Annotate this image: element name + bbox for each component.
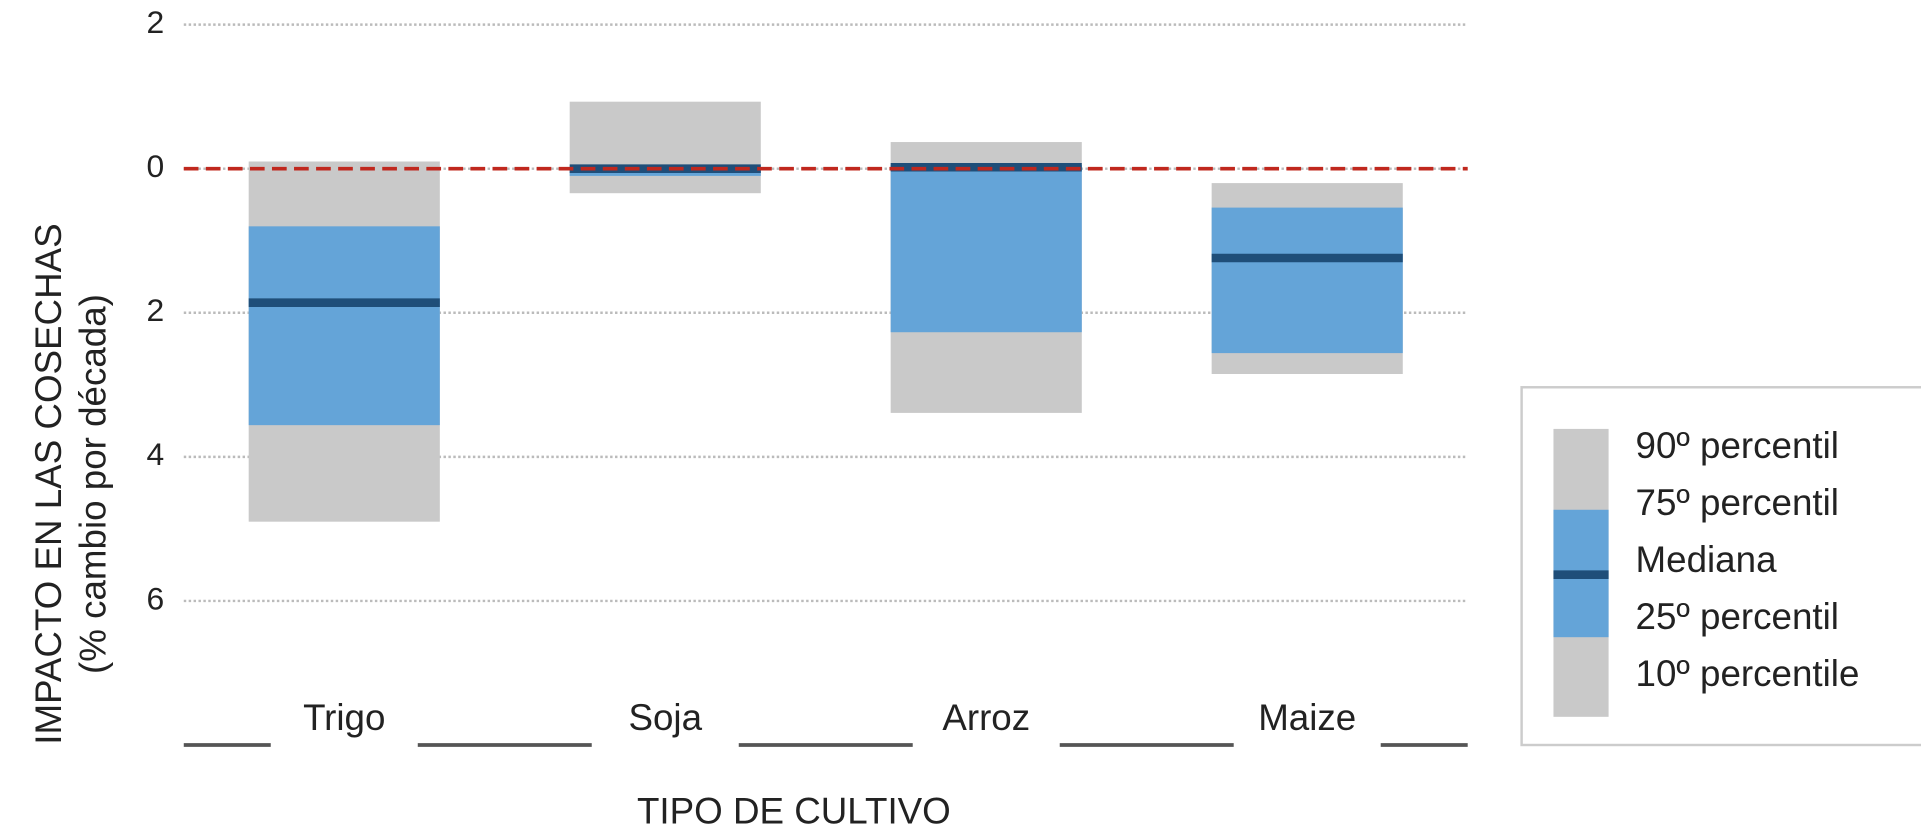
y-tick-label: 2 [146,292,164,328]
box-outer [569,101,761,194]
box-inner [248,226,440,426]
box-inner [890,165,1082,333]
legend-label: 25º percentil [1636,596,1839,637]
y-tick-label: 6 [146,580,164,616]
legend-label: Mediana [1636,539,1778,580]
label-gap [591,740,739,750]
legend-label: 90º percentil [1636,425,1839,466]
label-gap [270,740,418,750]
y-axis-title: IMPACTO EN LAS COSECHAS (% cambio por dé… [28,223,113,744]
y-axis-title-line: IMPACTO EN LAS COSECHAS [28,223,69,744]
x-tick-label: Trigo [303,697,385,738]
legend-label: 75º percentil [1636,482,1839,523]
label-gap [912,740,1060,750]
x-tick-label: Soja [628,697,702,738]
legend-label: 10º percentile [1636,653,1860,694]
x-tick-label: Maize [1258,697,1356,738]
y-axis-title-line: (% cambio por década) [72,294,113,674]
label-gap [1233,740,1381,750]
x-tick-label: Arroz [942,697,1030,738]
x-axis-title: TIPO DE CULTIVO [637,790,951,831]
y-tick-label: 0 [146,148,164,184]
box-inner [1211,207,1403,354]
y-tick-label: 2 [146,4,164,40]
y-tick-label: 4 [146,436,164,472]
